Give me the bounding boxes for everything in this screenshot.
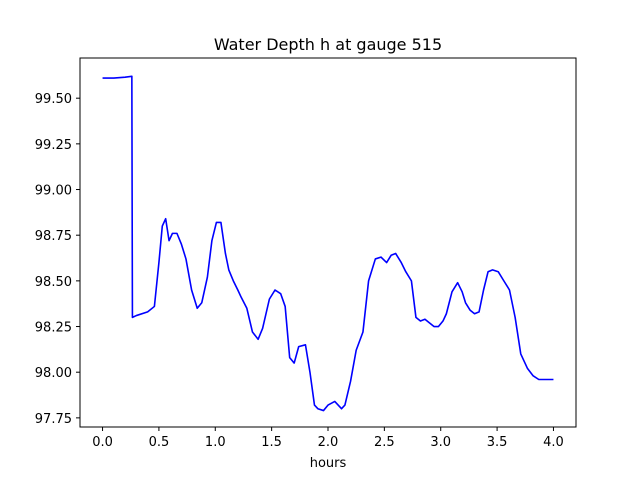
chart-title: Water Depth h at gauge 515 bbox=[214, 35, 442, 54]
x-tick-label: 3.0 bbox=[430, 435, 451, 450]
y-tick-label: 99.25 bbox=[35, 138, 72, 153]
x-tick-label: 1.0 bbox=[205, 435, 226, 450]
x-tick-label: 4.0 bbox=[543, 435, 564, 450]
y-tick-label: 98.50 bbox=[35, 275, 72, 290]
y-axis: 97.75 98.00 98.25 98.50 98.75 99.00 99.25 99.50 bbox=[35, 92, 80, 427]
x-tick-label: 0.5 bbox=[149, 435, 170, 450]
y-tick-label: 98.25 bbox=[35, 321, 72, 336]
series-line bbox=[102, 75, 554, 412]
x-tick-label: 0.0 bbox=[92, 435, 113, 450]
plot-area-frame bbox=[79, 57, 577, 428]
x-tick-label: 1.5 bbox=[261, 435, 282, 450]
x-tick-label: 2.5 bbox=[374, 435, 395, 450]
y-tick-label: 98.75 bbox=[35, 229, 72, 244]
y-tick-label: 99.00 bbox=[35, 184, 72, 199]
x-axis-label: hours bbox=[310, 456, 347, 471]
y-tick-label: 97.75 bbox=[35, 412, 72, 427]
x-axis: 0.0 0.5 1.0 1.5 2.0 2.5 3.0 3.5 4.0 bbox=[92, 427, 564, 450]
x-tick-label: 3.5 bbox=[487, 435, 508, 450]
y-tick-label: 99.50 bbox=[35, 92, 72, 107]
series-layer bbox=[102, 75, 554, 412]
y-tick-label: 98.00 bbox=[35, 366, 72, 381]
x-tick-label: 2.0 bbox=[318, 435, 339, 450]
